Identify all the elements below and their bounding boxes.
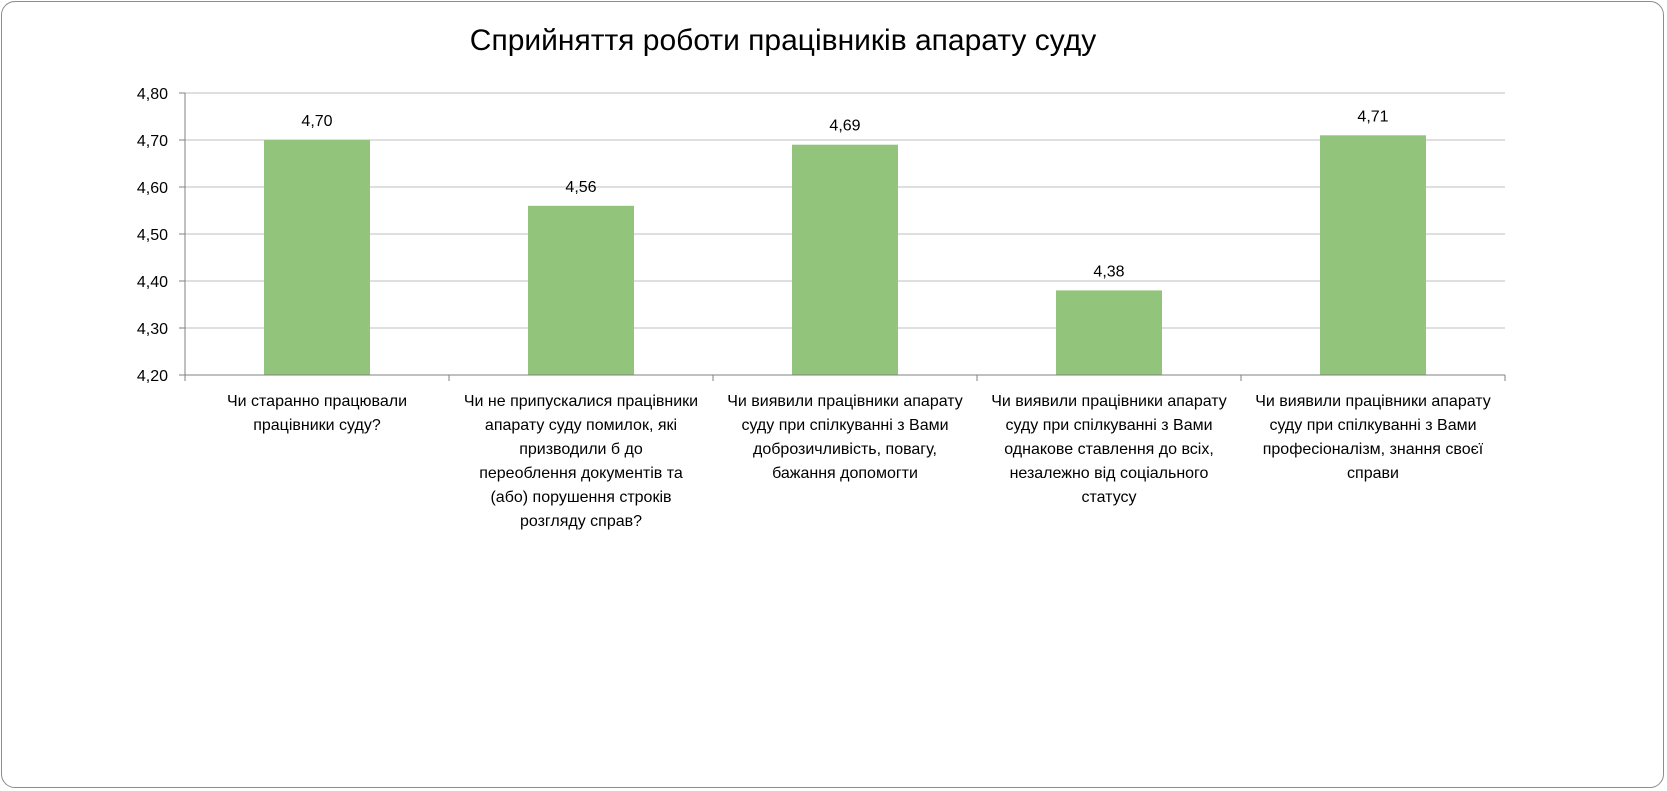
category-labels: Чи старанно працювали працівники суду?Чи … bbox=[227, 393, 1491, 530]
category-label-line: суду при спілкуванні з Вами bbox=[741, 417, 948, 434]
category-label: Чи старанно працювали працівники суду? bbox=[227, 393, 407, 434]
data-labels: 4,70 4,56 4,69 4,38 4,71 bbox=[301, 108, 1388, 280]
category-label: Чи виявили працівники апарату суду при сп… bbox=[991, 393, 1227, 506]
category-label-line: Чи виявили працівники апарату bbox=[1255, 393, 1491, 410]
gridlines bbox=[185, 92, 1505, 329]
y-tick-label: 4,40 bbox=[137, 274, 168, 291]
data-label: 4,38 bbox=[1093, 263, 1124, 280]
chart-title: Сприйняття роботи працівників апарату су… bbox=[470, 24, 1096, 57]
category-label-line: (або) порушення строків bbox=[490, 489, 671, 506]
data-label: 4,69 bbox=[829, 118, 860, 135]
category-label-line: призводили б до bbox=[519, 441, 643, 458]
y-tick-label: 4,80 bbox=[137, 86, 168, 103]
category-label-line: Чи не припускалися працівники bbox=[464, 393, 698, 410]
y-tick-labels: 4,20 4,30 4,40 4,50 4,60 4,70 4,80 bbox=[137, 86, 168, 385]
category-label-line: переоблення документів та bbox=[479, 465, 683, 482]
category-label-line: справи bbox=[1347, 465, 1399, 482]
category-label-line: суду при спілкуванні з Вами bbox=[1269, 417, 1476, 434]
bar bbox=[264, 140, 370, 375]
bar bbox=[1320, 135, 1426, 375]
category-label-line: працівники суду? bbox=[253, 417, 381, 434]
y-tick-label: 4,60 bbox=[137, 180, 168, 197]
bars bbox=[264, 135, 1426, 375]
category-label-line: апарату суду помилок, які bbox=[485, 417, 677, 434]
category-label-line: незалежно від соціального bbox=[1010, 465, 1209, 482]
category-label-line: Чи старанно працювали bbox=[227, 393, 407, 410]
y-tick-label: 4,20 bbox=[137, 368, 168, 385]
y-tick-label: 4,30 bbox=[137, 321, 168, 338]
category-label-line: розгляду справ? bbox=[520, 513, 642, 530]
category-label-line: статусу bbox=[1081, 489, 1136, 506]
category-label-line: професіоналізм, знання своєї bbox=[1263, 441, 1484, 458]
category-label: Чи не припускалися працівники апарату суд… bbox=[464, 393, 698, 530]
category-label-line: однакове ставлення до всіх, bbox=[1004, 441, 1214, 458]
data-label: 4,56 bbox=[565, 179, 596, 196]
category-label-line: Чи виявили працівники апарату bbox=[727, 393, 963, 410]
y-tick-label: 4,50 bbox=[137, 227, 168, 244]
data-label: 4,71 bbox=[1357, 108, 1388, 125]
bar bbox=[1056, 290, 1162, 375]
category-label-line: суду при спілкуванні з Вами bbox=[1005, 417, 1212, 434]
category-label-line: доброзичливість, повагу, bbox=[753, 441, 937, 458]
category-label: Чи виявили працівники апарату суду при сп… bbox=[1255, 393, 1491, 482]
category-label-line: бажання допомогти bbox=[772, 465, 918, 482]
category-label-line: Чи виявили працівники апарату bbox=[991, 393, 1227, 410]
data-label: 4,70 bbox=[301, 113, 332, 130]
bar bbox=[528, 205, 634, 375]
category-label: Чи виявили працівники апарату суду при сп… bbox=[727, 393, 963, 482]
y-tick-label: 4,70 bbox=[137, 133, 168, 150]
axes bbox=[179, 92, 1506, 381]
bar bbox=[792, 144, 898, 375]
